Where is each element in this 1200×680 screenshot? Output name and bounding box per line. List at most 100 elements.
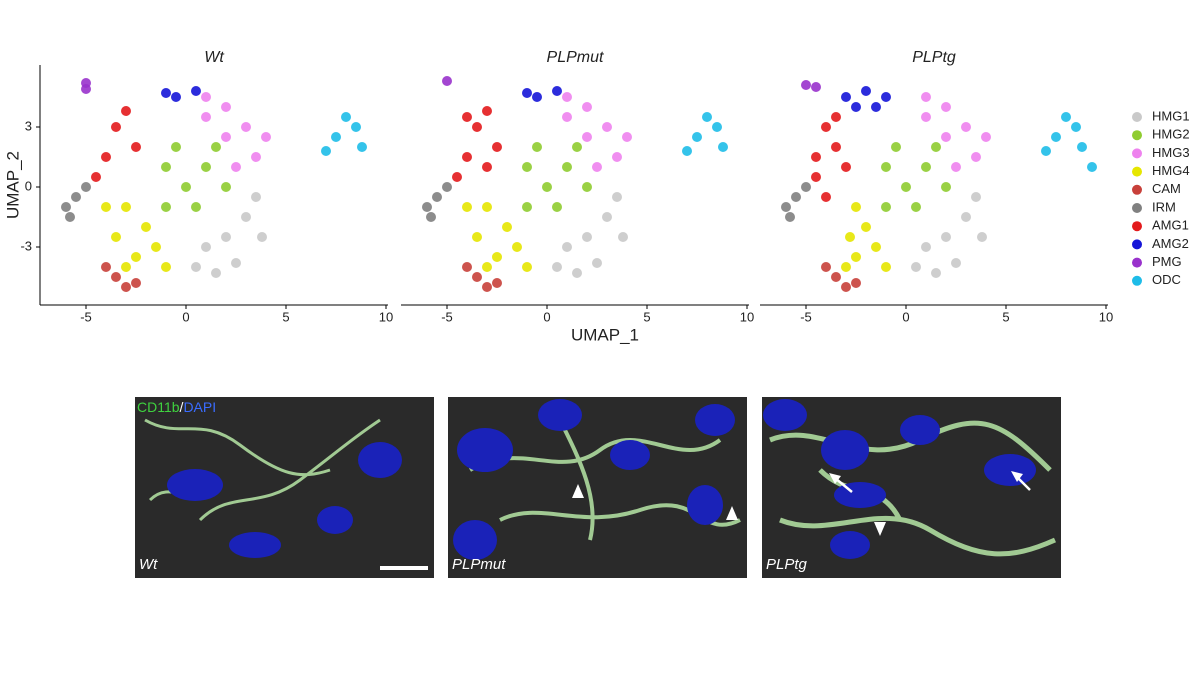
point (121, 202, 131, 212)
nucleus (538, 399, 582, 431)
point (111, 272, 121, 282)
point (841, 282, 851, 292)
nucleus (834, 482, 886, 508)
point (791, 192, 801, 202)
point (542, 182, 552, 192)
legend-label: AMG1 (1152, 218, 1189, 233)
point (921, 92, 931, 102)
point (121, 262, 131, 272)
x-axis-label: UMAP_1 (571, 325, 639, 344)
point (552, 262, 562, 272)
point (161, 262, 171, 272)
nucleus (900, 415, 940, 445)
point (191, 202, 201, 212)
x-tick-label: 0 (182, 309, 189, 324)
point (861, 86, 871, 96)
point (71, 192, 81, 202)
point (502, 222, 512, 232)
point (231, 162, 241, 172)
point (785, 212, 795, 222)
point (718, 142, 728, 152)
point (462, 112, 472, 122)
legend-swatch (1132, 221, 1142, 232)
point (582, 232, 592, 242)
point (111, 232, 121, 242)
nucleus (830, 531, 870, 559)
point (452, 172, 462, 182)
legend-swatch (1132, 184, 1142, 195)
point (582, 182, 592, 192)
point (462, 262, 472, 272)
arrow (834, 477, 853, 493)
legend-label: HMG4 (1152, 163, 1190, 178)
point (821, 192, 831, 202)
legend-swatch (1132, 275, 1142, 286)
point (572, 142, 582, 152)
point (251, 152, 261, 162)
x-tick-label: 10 (379, 309, 393, 324)
point (831, 272, 841, 282)
point (881, 202, 891, 212)
point (552, 86, 562, 96)
point (482, 106, 492, 116)
point (161, 162, 171, 172)
point (321, 146, 331, 156)
arrowhead (572, 484, 584, 498)
point (492, 252, 502, 262)
x-tick-label: 5 (643, 309, 650, 324)
point (482, 162, 492, 172)
point (221, 132, 231, 142)
x-tick-label: 5 (1002, 309, 1009, 324)
legend-swatch (1132, 257, 1142, 268)
point (692, 132, 702, 142)
point (961, 122, 971, 132)
legend-label: HMG3 (1152, 145, 1190, 160)
point (861, 222, 871, 232)
point (482, 262, 492, 272)
nucleus (358, 442, 402, 478)
x-tick-label: 10 (1099, 309, 1113, 324)
arrowhead (726, 506, 738, 520)
y-tick-label: 3 (25, 118, 32, 133)
panel-title: Wt (204, 49, 224, 66)
point (961, 212, 971, 222)
point (881, 92, 891, 102)
point (582, 102, 592, 112)
point (61, 202, 71, 212)
y-tick-label: 0 (25, 178, 32, 193)
point (941, 232, 951, 242)
point (101, 262, 111, 272)
point (512, 242, 522, 252)
legend-label: IRM (1152, 199, 1176, 214)
point (851, 102, 861, 112)
point (221, 102, 231, 112)
point (951, 162, 961, 172)
point (131, 252, 141, 262)
legend-swatch (1132, 148, 1142, 159)
nucleus (610, 440, 650, 470)
point (442, 182, 452, 192)
point (171, 142, 181, 152)
point (941, 182, 951, 192)
point (931, 268, 941, 278)
point (1071, 122, 1081, 132)
point (981, 132, 991, 142)
point (121, 106, 131, 116)
point (341, 112, 351, 122)
point (592, 162, 602, 172)
nucleus (821, 430, 869, 470)
point (492, 142, 502, 152)
y-tick-label: -3 (20, 238, 32, 253)
point (151, 242, 161, 252)
point (811, 172, 821, 182)
nucleus (763, 399, 807, 431)
micrograph-plpmut (448, 397, 747, 578)
point (91, 172, 101, 182)
point (851, 278, 861, 288)
point (331, 132, 341, 142)
legend-swatch (1132, 112, 1142, 122)
nucleus (453, 520, 497, 560)
point (462, 202, 472, 212)
point (1051, 132, 1061, 142)
point (257, 232, 267, 242)
